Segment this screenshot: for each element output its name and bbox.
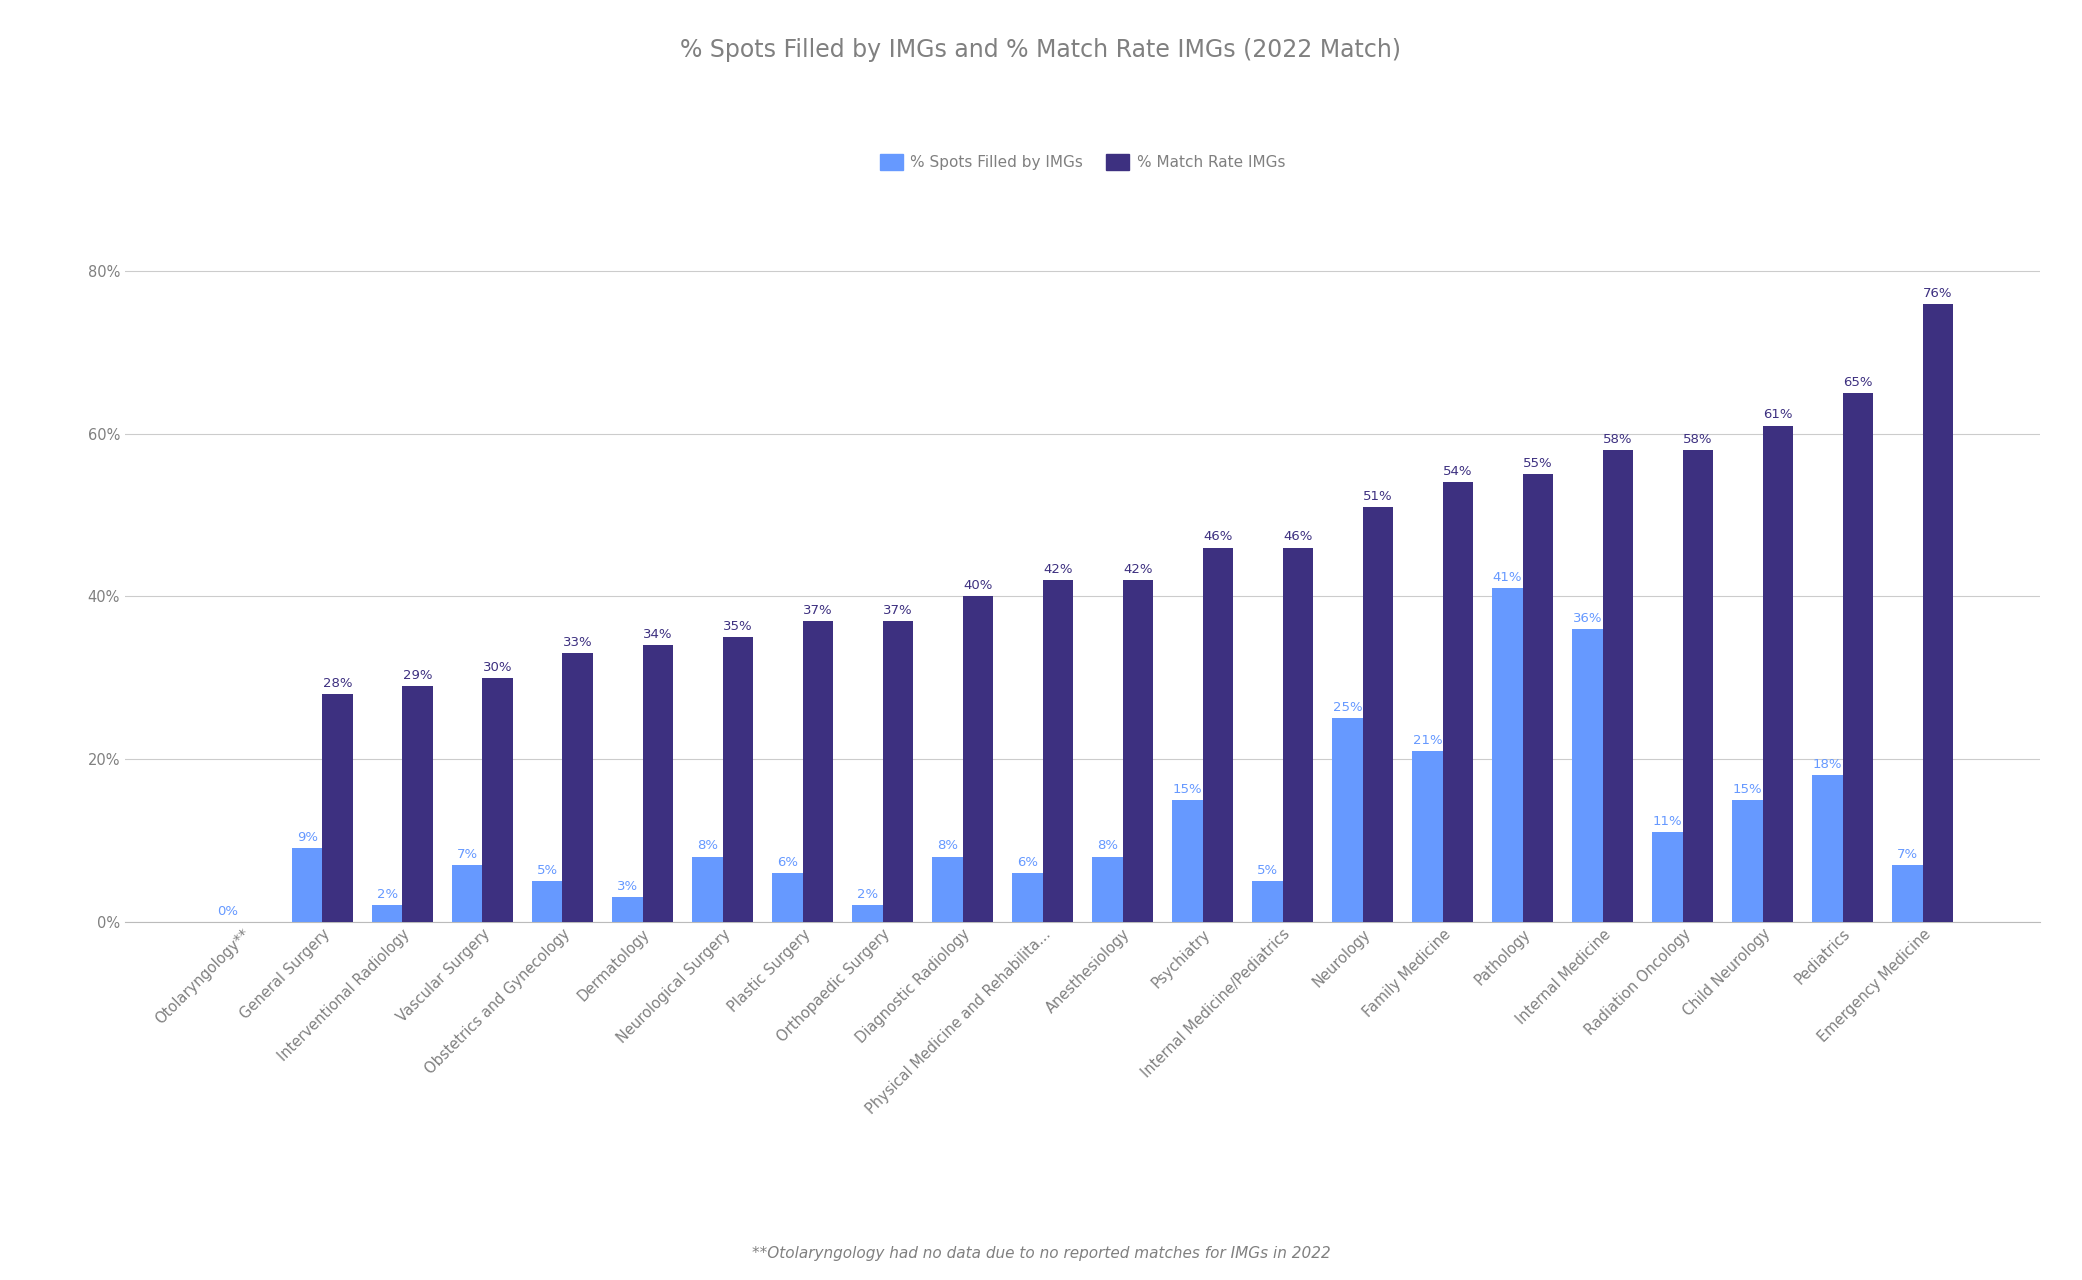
Bar [772,873,802,922]
Bar [1172,800,1203,922]
Bar [1603,451,1632,922]
Text: 41%: 41% [1493,571,1522,584]
Text: 54%: 54% [1443,466,1472,479]
Bar [643,645,672,922]
Bar [1843,393,1874,922]
Text: 21%: 21% [1414,733,1443,746]
Bar [933,856,962,922]
Text: 5%: 5% [1258,864,1278,877]
Text: 37%: 37% [883,604,912,617]
Text: 76%: 76% [1924,287,1953,300]
Bar [1763,425,1793,922]
Text: 15%: 15% [1172,782,1201,796]
Bar [1122,580,1153,922]
Bar [483,677,512,922]
Text: 8%: 8% [697,840,718,852]
Text: 9%: 9% [298,831,319,845]
Text: 37%: 37% [804,604,833,617]
Bar [291,849,323,922]
Text: 2%: 2% [858,888,879,901]
Bar [962,596,993,922]
Bar [562,653,593,922]
Text: 25%: 25% [1332,701,1362,714]
Text: 6%: 6% [777,856,797,869]
Bar [1283,548,1314,922]
Text: 29%: 29% [404,668,433,682]
Text: 15%: 15% [1732,782,1763,796]
Bar [1924,303,1953,922]
Bar [722,637,754,922]
Bar [1332,718,1364,922]
Text: 61%: 61% [1763,408,1793,421]
Bar [1093,856,1122,922]
Text: 34%: 34% [643,628,672,641]
Bar [402,686,433,922]
Text: 42%: 42% [1122,563,1153,576]
Text: 36%: 36% [1572,612,1603,625]
Text: 58%: 58% [1603,433,1632,445]
Text: 55%: 55% [1524,457,1553,470]
Text: 65%: 65% [1843,376,1874,389]
Text: **Otolaryngology had no data due to no reported matches for IMGs in 2022: **Otolaryngology had no data due to no r… [752,1245,1330,1261]
Text: % Spots Filled by IMGs and % Match Rate IMGs (2022 Match): % Spots Filled by IMGs and % Match Rate … [681,38,1401,63]
Bar [1522,475,1553,922]
Text: 2%: 2% [377,888,398,901]
Text: 11%: 11% [1653,815,1682,828]
Text: 35%: 35% [722,620,752,632]
Bar [1732,800,1763,922]
Bar [691,856,722,922]
Text: 3%: 3% [616,881,637,893]
Bar [1043,580,1072,922]
Text: 8%: 8% [937,840,958,852]
Text: 46%: 46% [1203,530,1233,544]
Text: 28%: 28% [323,677,352,690]
Bar [452,865,483,922]
Bar [612,897,643,922]
Bar [1653,832,1682,922]
Bar [1493,589,1522,922]
Text: 58%: 58% [1682,433,1713,445]
Bar [1012,873,1043,922]
Bar [1813,776,1843,922]
Bar [802,621,833,922]
Text: 46%: 46% [1283,530,1312,544]
Bar [1682,451,1713,922]
Text: 18%: 18% [1813,758,1843,771]
Text: 40%: 40% [964,580,993,593]
Bar [373,905,402,922]
Bar [1572,628,1603,922]
Text: 51%: 51% [1364,490,1393,503]
Bar [1893,865,1924,922]
Bar [1412,751,1443,922]
Text: 42%: 42% [1043,563,1072,576]
Bar [1203,548,1233,922]
Text: 7%: 7% [1897,847,1918,860]
Text: 30%: 30% [483,660,512,673]
Bar [883,621,914,922]
Text: 5%: 5% [537,864,558,877]
Text: 8%: 8% [1097,840,1118,852]
Legend: % Spots Filled by IMGs, % Match Rate IMGs: % Spots Filled by IMGs, % Match Rate IMG… [874,148,1291,177]
Text: 33%: 33% [562,636,593,649]
Bar [323,694,352,922]
Bar [1251,881,1283,922]
Bar [852,905,883,922]
Bar [1364,507,1393,922]
Bar [1443,483,1474,922]
Text: 6%: 6% [1016,856,1039,869]
Bar [533,881,562,922]
Text: 0%: 0% [217,905,237,918]
Text: 7%: 7% [456,847,479,860]
